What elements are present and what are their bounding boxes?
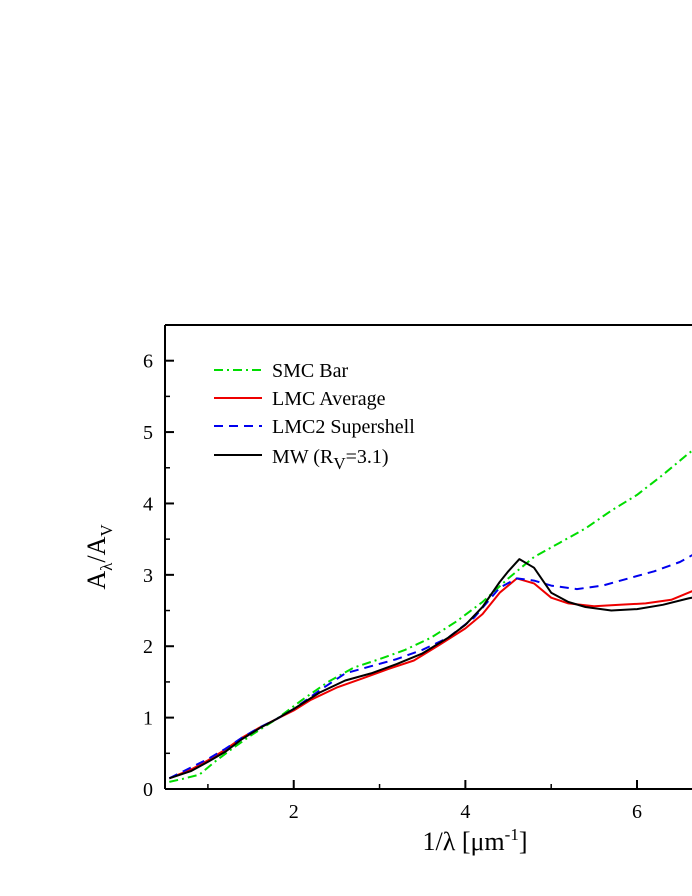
legend-label-smc-bar: SMC Bar bbox=[272, 360, 348, 382]
legend-item-mw: MW (RV=3.1) bbox=[214, 446, 389, 473]
legend-label-lmc2-supershell: LMC2 Supershell bbox=[272, 416, 415, 438]
y-tick-label-6: 6 bbox=[143, 351, 153, 373]
axis-ticks bbox=[165, 359, 639, 790]
y-tick-label-5: 5 bbox=[143, 422, 153, 444]
y-tick-label-3: 3 bbox=[143, 565, 153, 587]
y-tick-label-0: 0 bbox=[143, 779, 153, 801]
x-axis-label-prefix: 1/ bbox=[422, 827, 443, 856]
y-axis-label-denominator: A bbox=[82, 536, 111, 555]
y-tick-label-1: 1 bbox=[143, 708, 153, 730]
y-tick-label-4: 4 bbox=[143, 493, 153, 515]
legend: SMC Bar LMC Average LMC2 Supershell MW (… bbox=[214, 360, 415, 473]
axis-tick-labels: 0 1 2 3 4 5 6 2 4 6 bbox=[143, 351, 642, 823]
x-axis-label-unit-open: [μm bbox=[455, 827, 504, 856]
y-axis-label: Aλ/AV bbox=[82, 524, 116, 590]
legend-label-mw-sub: V bbox=[333, 454, 346, 473]
y-axis-label-numerator-sub: λ bbox=[97, 562, 116, 571]
y-axis-label-slash: / bbox=[82, 555, 111, 563]
series-line-lmc-average bbox=[168, 577, 692, 780]
y-axis-label-numerator: A bbox=[82, 571, 111, 590]
legend-label-lmc-average: LMC Average bbox=[272, 388, 386, 410]
y-axis-label-denominator-sub: V bbox=[97, 524, 116, 537]
legend-item-lmc2-supershell: LMC2 Supershell bbox=[214, 416, 415, 438]
legend-label-mw-suffix: =3.1) bbox=[346, 446, 389, 468]
x-tick-label-4: 4 bbox=[460, 801, 470, 823]
series-line-mw-r-v-3-1 bbox=[168, 558, 692, 780]
x-tick-label-6: 6 bbox=[632, 801, 642, 823]
legend-item-lmc-average: LMC Average bbox=[214, 388, 386, 410]
series-line-smc-bar bbox=[169, 449, 692, 783]
legend-label-mw: MW (RV=3.1) bbox=[272, 446, 389, 473]
y-tick-label-2: 2 bbox=[143, 636, 153, 658]
x-axis-label-unit-close: ] bbox=[519, 827, 528, 856]
legend-label-mw-prefix: MW (R bbox=[272, 446, 334, 468]
legend-item-smc-bar: SMC Bar bbox=[214, 360, 348, 382]
x-axis-label: 1/λ [μm-1] bbox=[422, 825, 527, 856]
series-layer bbox=[168, 449, 692, 783]
x-axis-label-unit-exp: -1 bbox=[505, 825, 519, 844]
series-line-lmc2-supershell bbox=[168, 554, 692, 780]
x-tick-label-2: 2 bbox=[289, 801, 299, 823]
x-axis-label-symbol: λ bbox=[443, 827, 456, 856]
